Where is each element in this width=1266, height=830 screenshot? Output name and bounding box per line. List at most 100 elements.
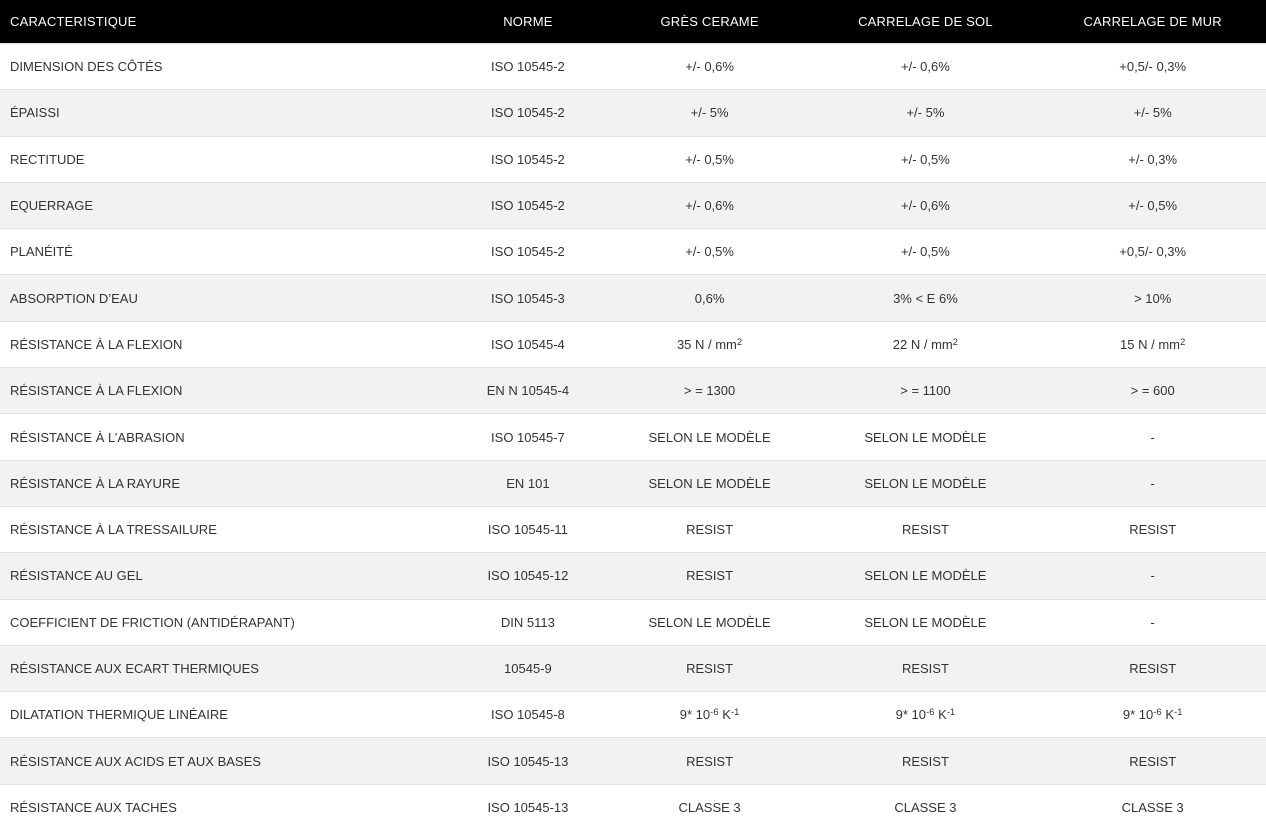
cell-carrelage-de-mur: > = 600 (1039, 368, 1266, 414)
cell-norme: ISO 10545-13 (448, 738, 608, 784)
cell-gres-cerame: 0,6% (608, 275, 812, 321)
cell-gres-cerame: SELON LE MODÈLE (608, 414, 812, 460)
cell-caracteristique: DILATATION THERMIQUE LINÉAIRE (0, 692, 448, 738)
cell-carrelage-de-sol: > = 1100 (811, 368, 1039, 414)
cell-norme: ISO 10545-2 (448, 229, 608, 275)
cell-carrelage-de-sol: +/- 0,6% (811, 182, 1039, 228)
header-carrelage-de-sol: CARRELAGE DE SOL (811, 0, 1039, 44)
cell-carrelage-de-sol: SELON LE MODÈLE (811, 460, 1039, 506)
cell-gres-cerame: 35 N / mm2 (608, 321, 812, 367)
cell-carrelage-de-mur: RESIST (1039, 506, 1266, 552)
cell-carrelage-de-mur: > 10% (1039, 275, 1266, 321)
cell-carrelage-de-mur: - (1039, 460, 1266, 506)
cell-carrelage-de-sol: RESIST (811, 645, 1039, 691)
cell-gres-cerame: +/- 5% (608, 90, 812, 136)
cell-caracteristique: RÉSISTANCE AUX ECART THERMIQUES (0, 645, 448, 691)
cell-carrelage-de-mur: 9* 10-6 K-1 (1039, 692, 1266, 738)
cell-norme: ISO 10545-2 (448, 136, 608, 182)
table-header: CARACTERISTIQUE NORME GRÈS CERAME CARREL… (0, 0, 1266, 44)
cell-caracteristique: RECTITUDE (0, 136, 448, 182)
cell-caracteristique: COEFFICIENT DE FRICTION (ANTIDÉRAPANT) (0, 599, 448, 645)
cell-caracteristique: RÉSISTANCE À LA FLEXION (0, 321, 448, 367)
cell-carrelage-de-sol: +/- 0,5% (811, 136, 1039, 182)
cell-gres-cerame: +/- 0,5% (608, 229, 812, 275)
cell-carrelage-de-sol: CLASSE 3 (811, 784, 1039, 830)
cell-norme: ISO 10545-8 (448, 692, 608, 738)
cell-carrelage-de-mur: - (1039, 553, 1266, 599)
cell-gres-cerame: > = 1300 (608, 368, 812, 414)
cell-gres-cerame: CLASSE 3 (608, 784, 812, 830)
cell-carrelage-de-sol: +/- 0,5% (811, 229, 1039, 275)
header-gres-cerame: GRÈS CERAME (608, 0, 812, 44)
cell-caracteristique: RÉSISTANCE AUX ACIDS ET AUX BASES (0, 738, 448, 784)
cell-norme: ISO 10545-2 (448, 182, 608, 228)
cell-norme: ISO 10545-13 (448, 784, 608, 830)
cell-norme: ISO 10545-12 (448, 553, 608, 599)
cell-caracteristique: RÉSISTANCE AU GEL (0, 553, 448, 599)
cell-carrelage-de-mur: RESIST (1039, 645, 1266, 691)
cell-gres-cerame: +/- 0,6% (608, 44, 812, 90)
cell-gres-cerame: RESIST (608, 506, 812, 552)
cell-norme: ISO 10545-3 (448, 275, 608, 321)
cell-carrelage-de-mur: CLASSE 3 (1039, 784, 1266, 830)
cell-norme: ISO 10545-2 (448, 90, 608, 136)
cell-norme: EN N 10545-4 (448, 368, 608, 414)
cell-norme: ISO 10545-11 (448, 506, 608, 552)
cell-gres-cerame: +/- 0,6% (608, 182, 812, 228)
cell-carrelage-de-sol: RESIST (811, 506, 1039, 552)
cell-carrelage-de-sol: SELON LE MODÈLE (811, 599, 1039, 645)
cell-carrelage-de-sol: 22 N / mm2 (811, 321, 1039, 367)
cell-caracteristique: RÉSISTANCE À LA TRESSAILURE (0, 506, 448, 552)
cell-norme: DIN 5113 (448, 599, 608, 645)
cell-gres-cerame: SELON LE MODÈLE (608, 599, 812, 645)
header-caracteristique: CARACTERISTIQUE (0, 0, 448, 44)
cell-carrelage-de-sol: RESIST (811, 738, 1039, 784)
cell-norme: EN 101 (448, 460, 608, 506)
cell-carrelage-de-mur: +/- 5% (1039, 90, 1266, 136)
cell-carrelage-de-sol: SELON LE MODÈLE (811, 414, 1039, 460)
cell-carrelage-de-mur: RESIST (1039, 738, 1266, 784)
cell-carrelage-de-mur: +0,5/- 0,3% (1039, 44, 1266, 90)
cell-gres-cerame: +/- 0,5% (608, 136, 812, 182)
cell-caracteristique: RÉSISTANCE À LA FLEXION (0, 368, 448, 414)
cell-norme: ISO 10545-7 (448, 414, 608, 460)
cell-carrelage-de-sol: +/- 0,6% (811, 44, 1039, 90)
cell-carrelage-de-sol: 3% < E 6% (811, 275, 1039, 321)
cell-norme: ISO 10545-2 (448, 44, 608, 90)
cell-carrelage-de-sol: SELON LE MODÈLE (811, 553, 1039, 599)
cell-caracteristique: DIMENSION DES CÔTÉS (0, 44, 448, 90)
table-row: COEFFICIENT DE FRICTION (ANTIDÉRAPANT)DI… (0, 599, 1266, 645)
cell-caracteristique: RÉSISTANCE À L’ABRASION (0, 414, 448, 460)
cell-norme: ISO 10545-4 (448, 321, 608, 367)
cell-carrelage-de-mur: +/- 0,3% (1039, 136, 1266, 182)
cell-carrelage-de-mur: +0,5/- 0,3% (1039, 229, 1266, 275)
cell-gres-cerame: RESIST (608, 553, 812, 599)
cell-gres-cerame: RESIST (608, 645, 812, 691)
cell-gres-cerame: RESIST (608, 738, 812, 784)
cell-caracteristique: ABSORPTION D’EAU (0, 275, 448, 321)
cell-carrelage-de-sol: +/- 5% (811, 90, 1039, 136)
cell-carrelage-de-sol: 9* 10-6 K-1 (811, 692, 1039, 738)
header-row: CARACTERISTIQUE NORME GRÈS CERAME CARREL… (0, 0, 1266, 44)
header-carrelage-de-mur: CARRELAGE DE MUR (1039, 0, 1266, 44)
cell-carrelage-de-mur: - (1039, 599, 1266, 645)
cell-caracteristique: PLANÉITÉ (0, 229, 448, 275)
cell-caracteristique: ÉPAISSI (0, 90, 448, 136)
